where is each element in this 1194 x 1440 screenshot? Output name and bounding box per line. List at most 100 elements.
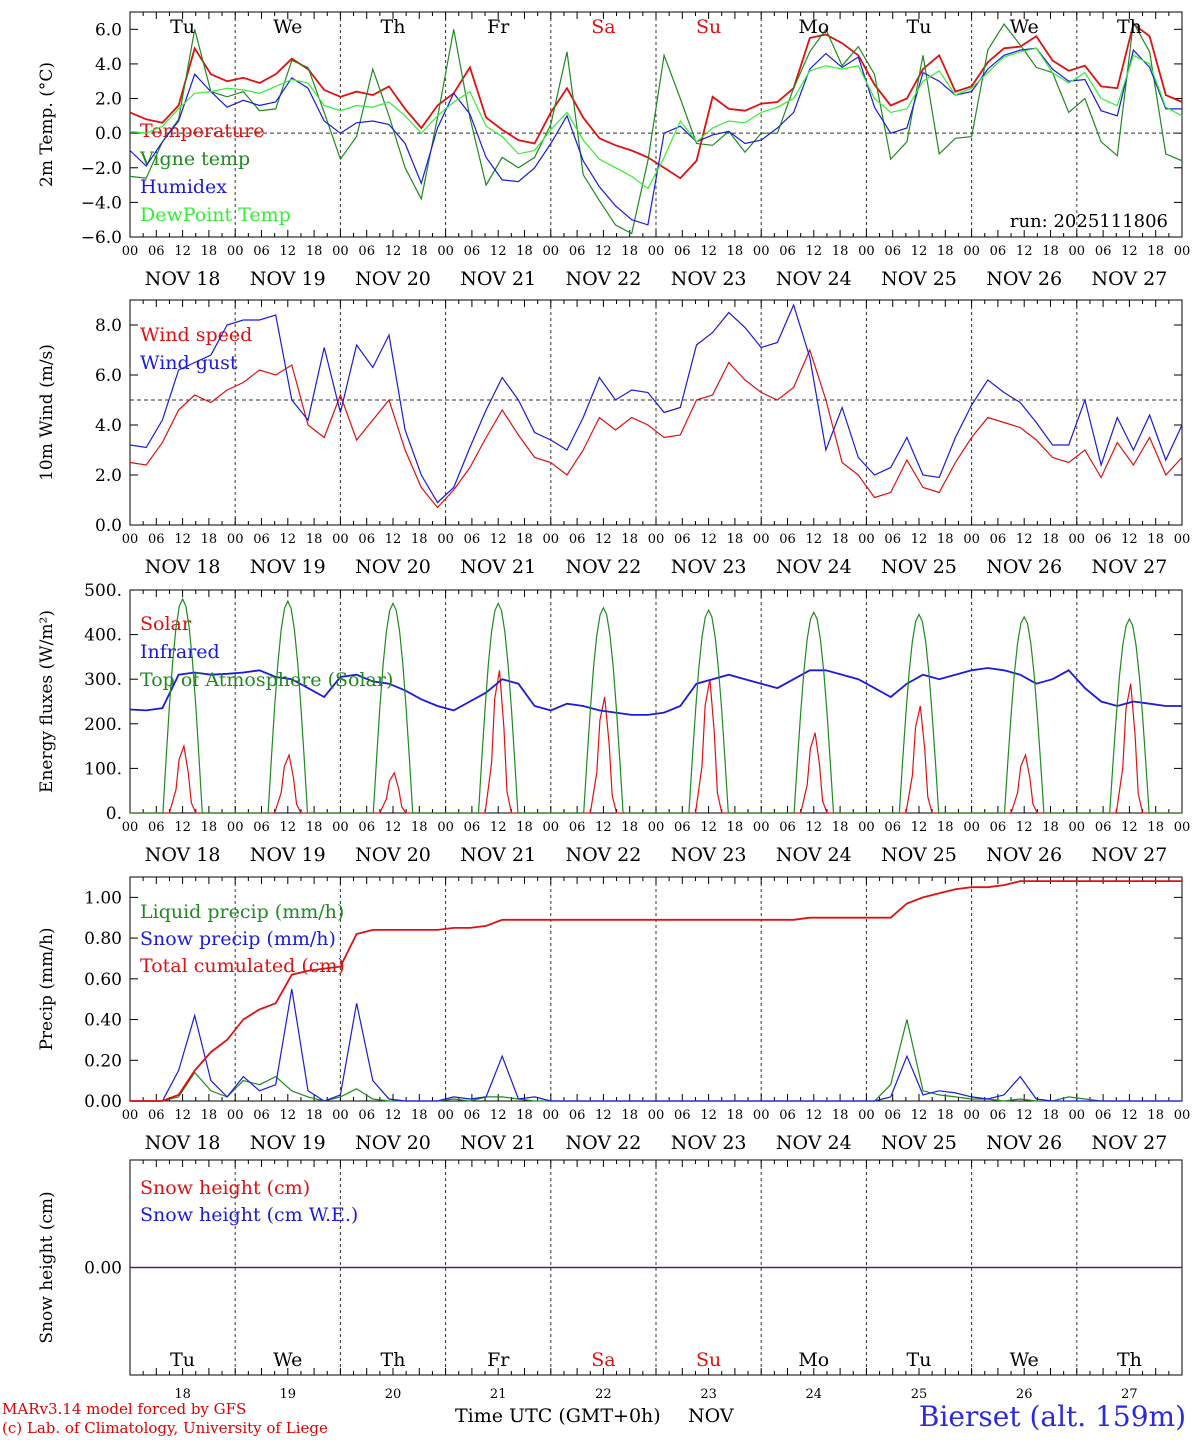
hour-tick-label: 18: [1147, 820, 1164, 835]
hour-tick-label: 00: [648, 1108, 665, 1123]
hour-tick-label: 12: [1016, 244, 1033, 259]
hour-tick-label: 18: [621, 244, 638, 259]
hour-tick-label: 18: [937, 1108, 954, 1123]
legend-entry: Total cumulated (cm): [140, 955, 345, 977]
series-line-1: [130, 988, 1182, 1102]
hour-tick-label: 06: [779, 820, 796, 835]
hour-tick-label: 06: [674, 244, 691, 259]
hour-tick-label: 12: [1121, 820, 1138, 835]
date-label: NOV 24: [776, 1132, 852, 1154]
day-name: We: [1010, 16, 1039, 38]
date-label: NOV 27: [1091, 844, 1167, 866]
y-tick-label: 0.40: [84, 1011, 122, 1031]
hour-tick-label: 18: [937, 244, 954, 259]
hour-tick-label: 12: [806, 1108, 823, 1123]
hour-tick-label: 12: [490, 244, 507, 259]
hour-tick-label: 18: [411, 1108, 428, 1123]
hour-tick-label: 06: [990, 1108, 1007, 1123]
day-name: Su: [696, 1349, 721, 1371]
date-label: NOV 24: [776, 844, 852, 866]
hour-tick-label: 18: [937, 820, 954, 835]
series-line-1: [129, 20, 1183, 235]
hour-tick-label: 00: [963, 532, 980, 547]
hour-tick-label: 12: [911, 532, 928, 547]
hour-tick-label: 12: [595, 244, 612, 259]
day-name: Tu: [907, 1349, 932, 1371]
hour-tick-label: 12: [174, 244, 191, 259]
date-label: NOV 25: [881, 844, 957, 866]
hour-tick-label: 06: [253, 820, 270, 835]
series-line-3: [129, 47, 1183, 190]
legend-entry: Humidex: [140, 176, 227, 198]
date-label: NOV 23: [671, 556, 747, 578]
hour-tick-label: 18: [306, 820, 323, 835]
date-label: NOV 23: [671, 844, 747, 866]
hour-tick-label: 12: [174, 532, 191, 547]
day-name: Th: [1117, 16, 1142, 38]
y-tick-label: −4.0: [81, 193, 122, 213]
hour-tick-label: 18: [201, 1108, 218, 1123]
day-number: 23: [700, 1387, 717, 1402]
date-label: NOV 23: [671, 1132, 747, 1154]
day-name: Tu: [170, 1349, 195, 1371]
date-label: NOV 27: [1091, 556, 1167, 578]
hour-tick-label: 12: [806, 532, 823, 547]
date-label: NOV 22: [565, 268, 641, 290]
day-name: Fr: [487, 16, 510, 38]
x-axis-month: NOV: [688, 1405, 734, 1427]
hour-tick-label: 18: [1042, 820, 1059, 835]
hour-tick-label: 12: [595, 820, 612, 835]
hour-tick-label: 00: [543, 244, 560, 259]
hour-tick-label: 06: [569, 820, 586, 835]
hour-tick-label: 12: [1016, 1108, 1033, 1123]
date-label: NOV 21: [460, 844, 536, 866]
date-label: NOV 20: [355, 844, 431, 866]
hour-tick-label: 06: [148, 244, 165, 259]
day-number: 19: [280, 1387, 297, 1402]
hour-tick-label: 12: [700, 820, 717, 835]
day-number: 26: [1016, 1387, 1033, 1402]
hour-tick-label: 18: [411, 532, 428, 547]
hour-tick-label: 06: [358, 244, 375, 259]
lab-credit: (c) Lab. of Climatology, University of L…: [2, 1419, 328, 1437]
hour-tick-label: 06: [358, 1108, 375, 1123]
hour-tick-label: 18: [621, 532, 638, 547]
date-label: NOV 26: [986, 844, 1062, 866]
hour-tick-label: 18: [516, 532, 533, 547]
hour-tick-label: 06: [1095, 1108, 1112, 1123]
hour-tick-label: 00: [332, 532, 349, 547]
hour-tick-label: 00: [753, 244, 770, 259]
date-label: NOV 24: [776, 556, 852, 578]
hour-tick-label: 06: [148, 820, 165, 835]
hour-tick-label: 12: [700, 1108, 717, 1123]
hour-tick-label: 12: [280, 820, 297, 835]
hour-tick-label: 18: [832, 532, 849, 547]
day-name: We: [273, 1349, 302, 1371]
legend-entry: Wind speed: [140, 324, 252, 346]
hour-tick-label: 12: [911, 820, 928, 835]
hour-tick-label: 18: [937, 532, 954, 547]
legend-entry: Snow height (cm): [140, 1177, 310, 1199]
day-name: Sa: [591, 16, 615, 38]
day-name: Mo: [798, 1349, 829, 1371]
hour-tick-label: 00: [1069, 1108, 1086, 1123]
y-tick-label: 0.60: [84, 970, 122, 990]
y-tick-label: 100.: [84, 759, 122, 779]
y-tick-label: 0.: [106, 804, 122, 824]
hour-tick-label: 06: [674, 532, 691, 547]
hour-tick-label: 00: [963, 820, 980, 835]
hour-tick-label: 00: [543, 820, 560, 835]
hour-tick-label: 06: [464, 244, 481, 259]
date-label: NOV 24: [776, 268, 852, 290]
hour-tick-label: 00: [543, 532, 560, 547]
hour-tick-label: 06: [1095, 532, 1112, 547]
hour-tick-label: 06: [990, 820, 1007, 835]
hour-tick-label: 06: [253, 1108, 270, 1123]
hour-tick-label: 00: [1069, 820, 1086, 835]
hour-tick-label: 00: [332, 244, 349, 259]
date-label: NOV 25: [881, 1132, 957, 1154]
hour-tick-label: 18: [832, 244, 849, 259]
hour-tick-label: 00: [753, 532, 770, 547]
legend-entry: Infrared: [140, 641, 220, 663]
